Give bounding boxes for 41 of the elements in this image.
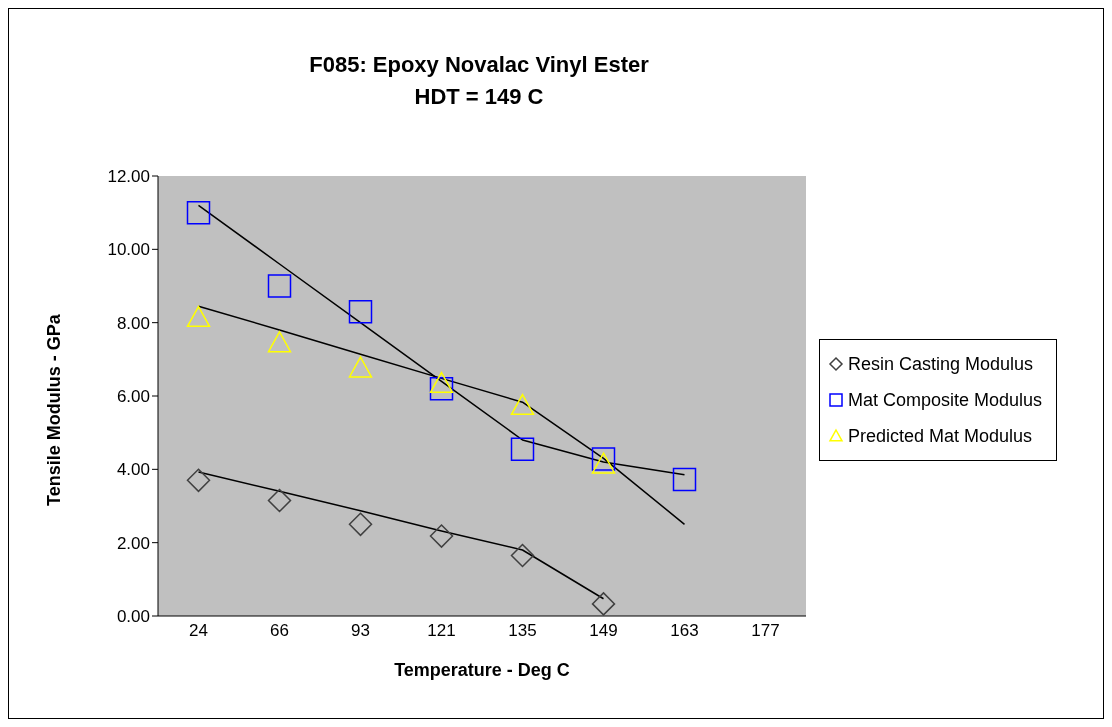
x-tick-label: 121 <box>427 621 456 641</box>
x-tick-label: 93 <box>351 621 370 641</box>
chart-subtitle: HDT = 149 C <box>413 83 545 111</box>
point <box>591 447 616 471</box>
y-tick-label: 0.00 <box>116 607 150 627</box>
point <box>186 305 211 328</box>
y-tick-label: 6.00 <box>116 387 150 407</box>
point <box>510 393 535 416</box>
point <box>186 200 211 225</box>
point <box>348 512 373 537</box>
point <box>267 274 292 298</box>
point <box>429 376 454 401</box>
point <box>672 467 697 492</box>
x-tick-label: 66 <box>270 621 289 641</box>
point <box>510 437 535 461</box>
point <box>348 356 373 378</box>
x-tick-label: 163 <box>670 621 699 641</box>
y-tick-label: 2.00 <box>116 533 150 553</box>
point <box>267 488 292 513</box>
y-tick-label: 10.00 <box>107 240 150 260</box>
x-tick-label: 24 <box>189 621 208 641</box>
legend-label: Mat Composite Modulus <box>848 389 1043 411</box>
x-tick-label: 177 <box>751 621 780 641</box>
point <box>186 468 211 493</box>
point <box>591 452 616 474</box>
point <box>510 543 535 568</box>
legend-label: Predicted Mat Modulus <box>848 425 1033 447</box>
y-tick-label: 4.00 <box>116 460 150 480</box>
y-tick-label: 8.00 <box>116 313 150 333</box>
y-axis-title: Tensile Modulus - GPa <box>44 313 65 506</box>
point <box>267 331 292 353</box>
point <box>429 524 454 548</box>
y-tick-label: 12.00 <box>107 167 150 187</box>
x-tick-label: 149 <box>589 621 618 641</box>
chart-title: F085: Epoxy Novalac Vinyl Ester <box>308 51 650 79</box>
point <box>348 299 373 324</box>
x-axis-title: Temperature - Deg C <box>394 660 570 680</box>
point <box>591 592 616 616</box>
x-tick-label: 135 <box>508 621 537 641</box>
legend-label: Resin Casting Modulus <box>848 353 1034 375</box>
point <box>429 371 454 394</box>
